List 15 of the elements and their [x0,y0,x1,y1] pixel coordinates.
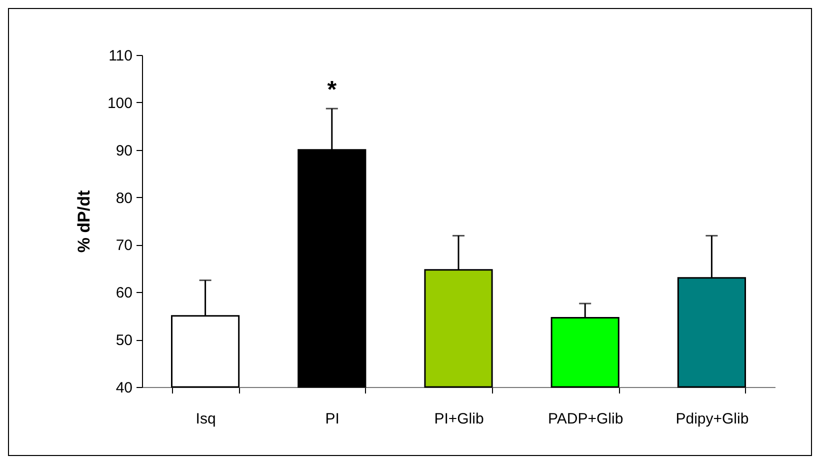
y-tick-label: 110 [108,48,132,64]
y-tick-label: 60 [116,284,132,302]
x-tick-label: PI+Glib [434,410,484,428]
y-tick-label: 50 [116,332,132,350]
x-tick-label: PADP+Glib [548,410,624,428]
y-tick-label: 40 [116,380,132,396]
y-tick-label: 70 [116,237,132,254]
y-tick-label: 80 [116,190,132,207]
y-tick-label: 100 [107,94,132,112]
x-tick-label: PI [325,410,340,428]
annotation: * [327,76,338,104]
y-tick-label: 90 [116,142,132,160]
x-tick-label: Pdipy+Glib [676,410,749,428]
y-axis-title: % dP/dt [74,190,94,253]
x-tick-label: Isq [196,410,216,428]
